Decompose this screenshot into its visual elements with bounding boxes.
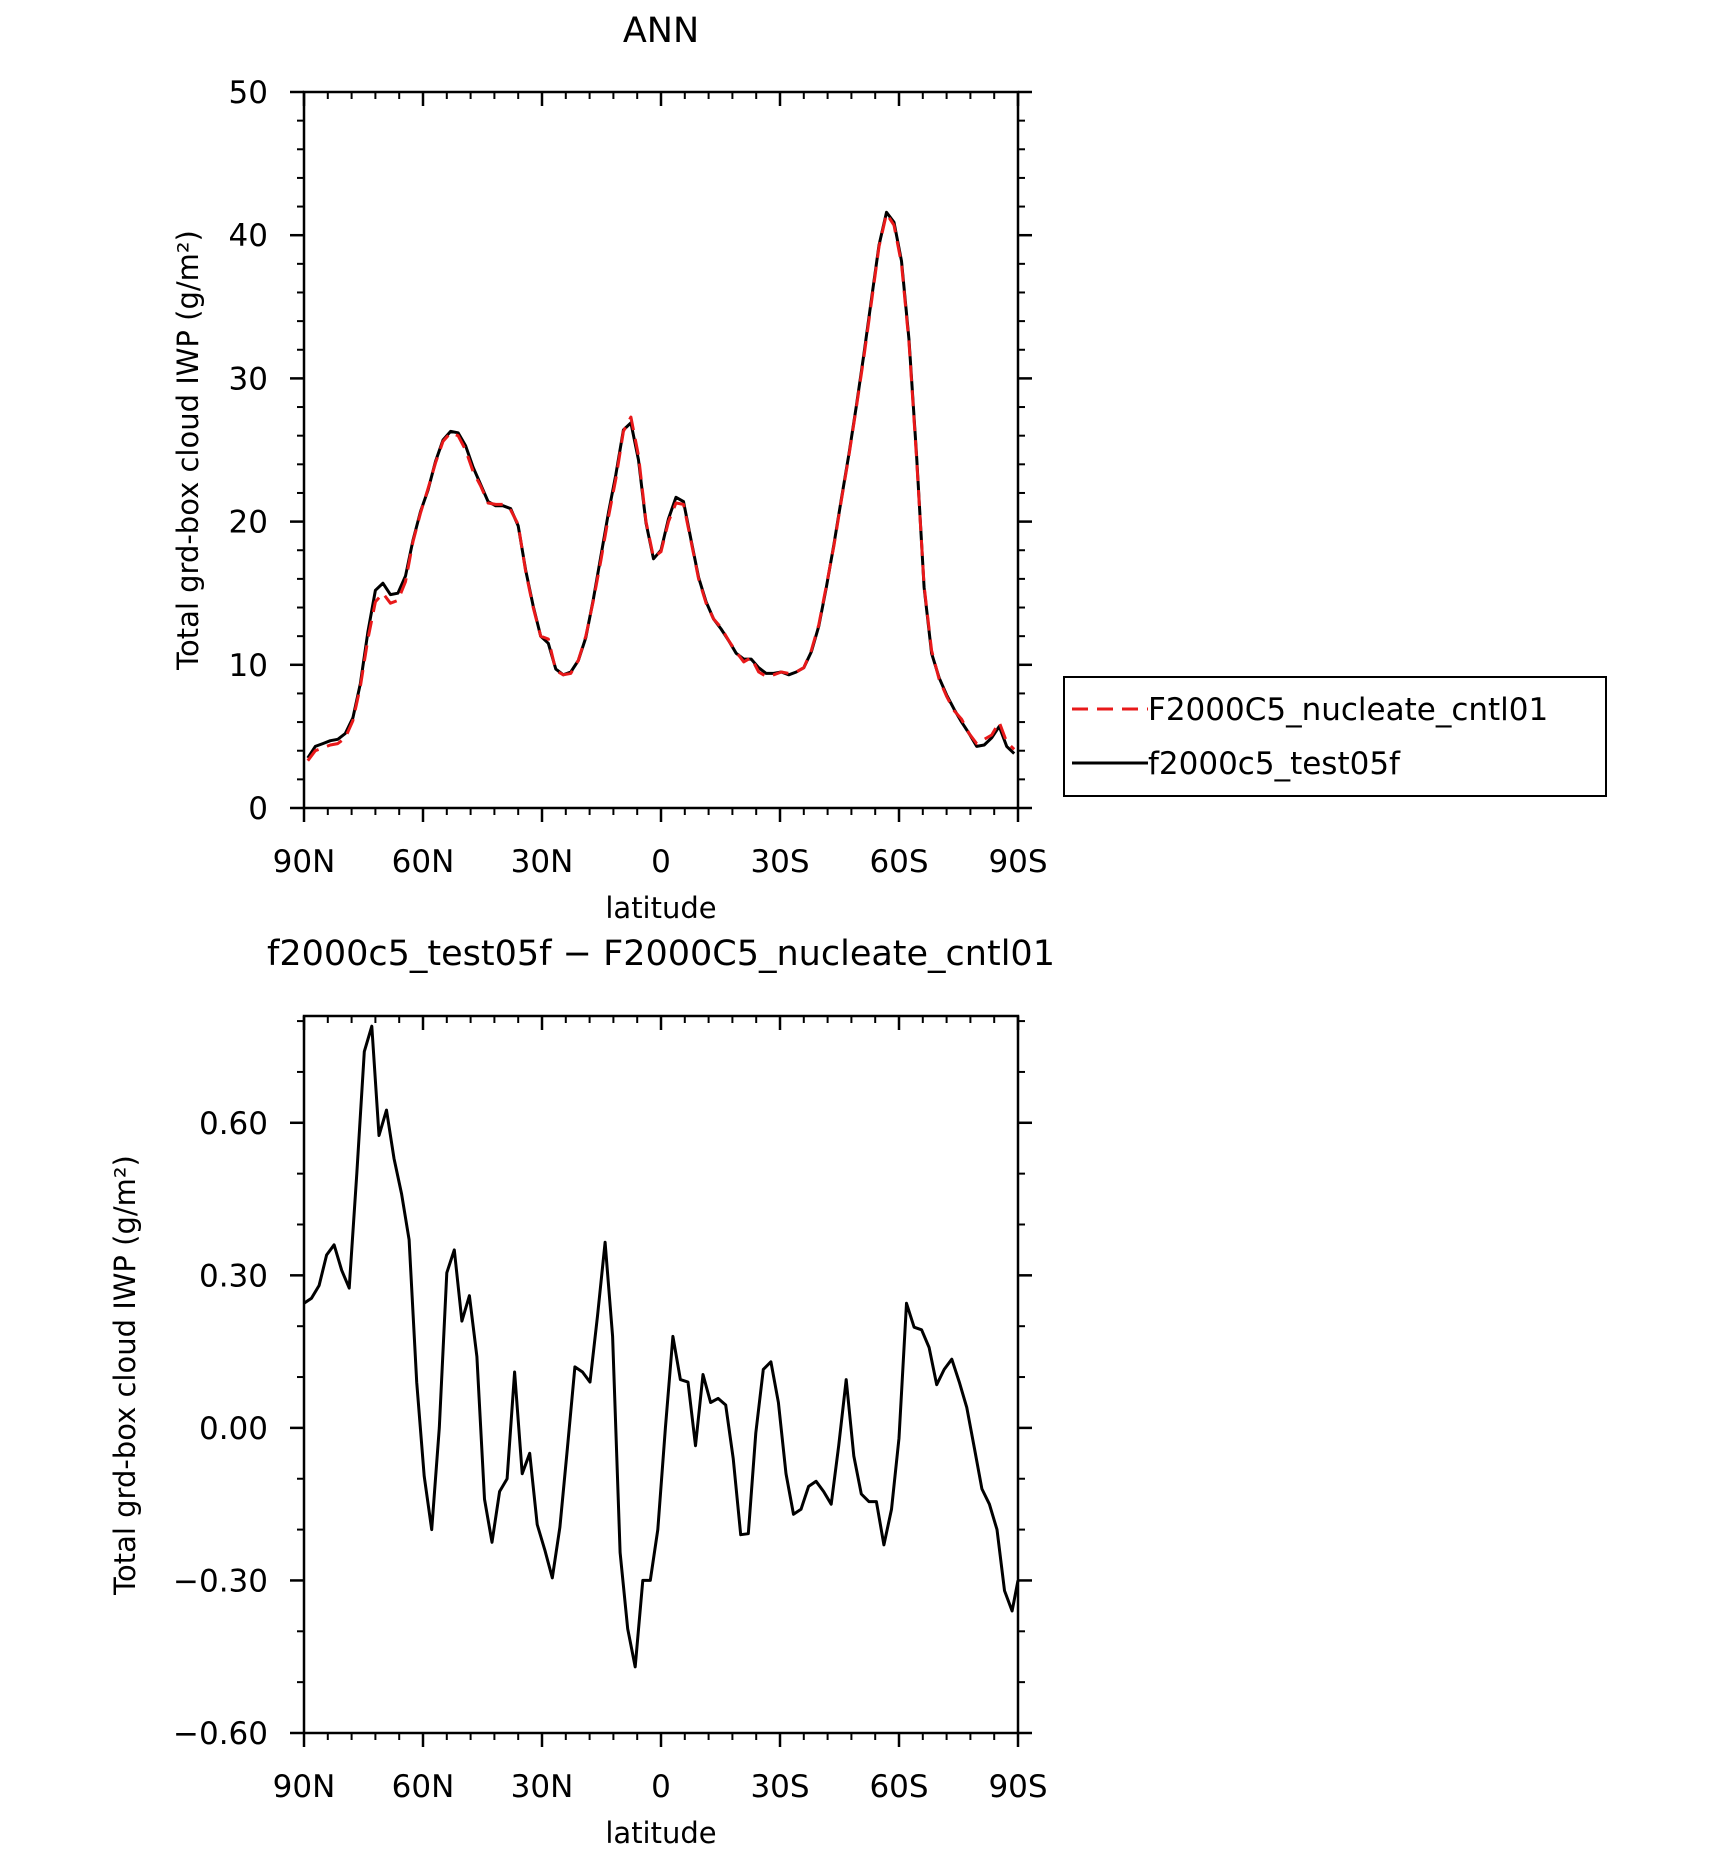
top-y-tick-label: 40 bbox=[229, 218, 268, 254]
bottom-series-lines bbox=[303, 1024, 1020, 1669]
top-y-tick-label: 20 bbox=[229, 505, 268, 541]
bottom-y-axis-title: Total grd-box cloud IWP (g/m²) bbox=[108, 1155, 142, 1596]
bottom-axis-ticks bbox=[290, 1016, 1032, 1747]
top-panel: ANN 90N 60N 30N 0 30S 60S 90S 0 10 20 30 40 50 latit… bbox=[171, 11, 1607, 925]
bottom-x-tick-label: 30S bbox=[750, 1769, 809, 1805]
bottom-series-line-0 bbox=[303, 1024, 1020, 1669]
top-y-tick-label: 30 bbox=[229, 361, 268, 397]
bottom-x-axis-title: latitude bbox=[605, 1816, 716, 1850]
top-y-axis-title: Total grd-box cloud IWP (g/m²) bbox=[171, 230, 205, 671]
top-y-tick-label: 10 bbox=[229, 648, 268, 684]
top-x-tick-label: 30S bbox=[750, 844, 809, 880]
bottom-y-tick-label: −0.30 bbox=[173, 1563, 268, 1599]
top-x-tick-label: 90N bbox=[273, 844, 336, 880]
bottom-y-tick-label: 0.60 bbox=[199, 1106, 268, 1142]
bottom-y-tick-label: 0.00 bbox=[199, 1411, 268, 1447]
top-series-lines bbox=[306, 210, 1016, 762]
bottom-plot-frame bbox=[302, 1014, 1020, 1735]
bottom-x-tick-label: 0 bbox=[651, 1769, 671, 1805]
top-series-line-f2000c5_test05f bbox=[306, 210, 1016, 759]
top-x-tick-label: 90S bbox=[988, 844, 1047, 880]
bottom-tick-labels: 90N 60N 30N 0 30S 60S 90S −0.60 −0.30 0.00 0.30 0.6… bbox=[173, 1106, 1048, 1805]
bottom-x-tick-label: 60N bbox=[392, 1769, 455, 1805]
legend: F2000C5_nucleate_cntl01 f2000c5_test05f bbox=[1063, 676, 1607, 797]
top-x-tick-label: 0 bbox=[651, 844, 671, 880]
top-plot-frame bbox=[302, 90, 1020, 810]
bottom-x-tick-label: 90N bbox=[273, 1769, 336, 1805]
legend-box bbox=[1063, 676, 1607, 797]
bottom-x-tick-label: 30N bbox=[511, 1769, 574, 1805]
top-x-tick-label: 60N bbox=[392, 844, 455, 880]
top-chart-title: ANN bbox=[623, 11, 699, 51]
top-x-tick-label: 60S bbox=[869, 844, 928, 880]
top-y-tick-label: 0 bbox=[248, 791, 268, 827]
top-tick-labels: 90N 60N 30N 0 30S 60S 90S 0 10 20 30 40 50 bbox=[229, 75, 1048, 880]
bottom-chart-title: f2000c5_test05f − F2000C5_nucleate_cntl0… bbox=[267, 934, 1055, 974]
top-x-axis-title: latitude bbox=[605, 891, 716, 925]
bottom-panel: f2000c5_test05f − F2000C5_nucleate_cntl0… bbox=[108, 934, 1055, 1850]
top-x-tick-label: 30N bbox=[511, 844, 574, 880]
bottom-y-tick-label: 0.30 bbox=[199, 1258, 268, 1294]
legend-label-cntl01: F2000C5_nucleate_cntl01 bbox=[1148, 692, 1548, 728]
bottom-x-tick-label: 60S bbox=[869, 1769, 928, 1805]
legend-label-test05f: f2000c5_test05f bbox=[1148, 746, 1401, 782]
top-y-tick-label: 50 bbox=[229, 75, 268, 111]
top-axis-ticks bbox=[290, 90, 1032, 822]
bottom-x-tick-label: 90S bbox=[988, 1769, 1047, 1805]
top-series-line-f2000c5_nucleate_cntl01 bbox=[306, 212, 1016, 762]
bottom-y-tick-label: −0.60 bbox=[173, 1716, 268, 1752]
